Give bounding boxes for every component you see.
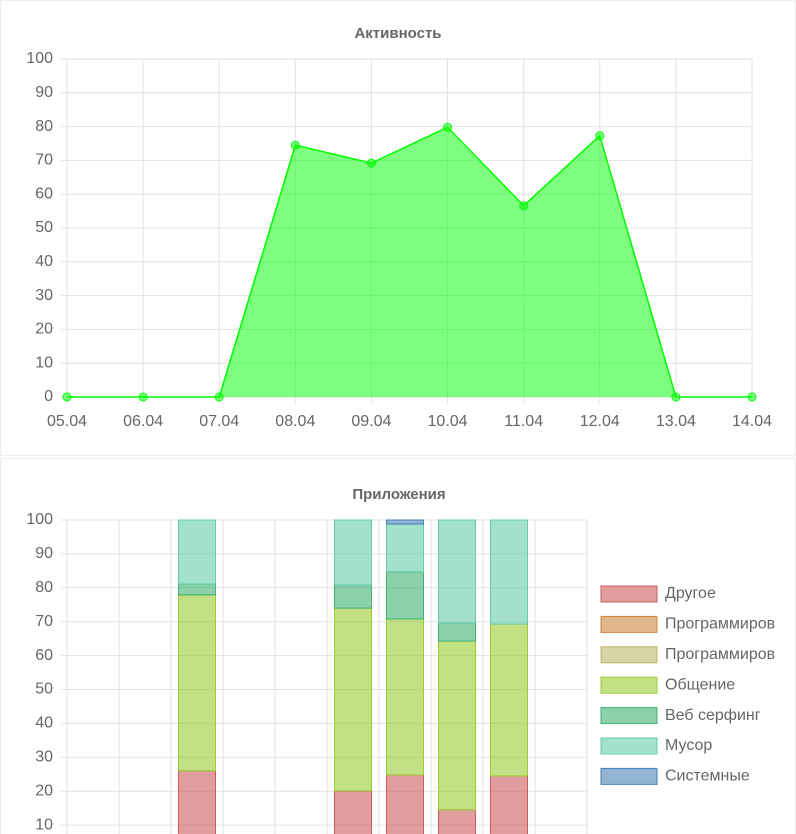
bar-segment xyxy=(178,519,216,585)
legend-swatch xyxy=(600,615,658,633)
legend-swatch xyxy=(600,676,658,694)
bar-segment xyxy=(178,594,216,772)
point xyxy=(443,122,453,132)
x-tick-label: 11.04 xyxy=(504,413,543,430)
y-tick-label: 80 xyxy=(35,118,53,135)
bar-segment xyxy=(386,774,424,834)
y-tick-label: 60 xyxy=(35,647,53,664)
point xyxy=(138,392,148,402)
point xyxy=(747,392,757,402)
area xyxy=(67,127,752,397)
y-tick-label: 40 xyxy=(35,253,53,270)
bar-segment xyxy=(334,584,372,609)
y-tick-label: 0 xyxy=(44,388,53,405)
legend-label: Системные xyxy=(665,768,750,785)
x-tick-label: 07.04 xyxy=(199,413,239,430)
bar-segment xyxy=(386,519,424,525)
y-tick-label: 40 xyxy=(35,715,53,732)
y-tick-label: 20 xyxy=(35,321,53,338)
legend-label: Программиров xyxy=(665,616,775,633)
x-tick-label: 12.04 xyxy=(580,413,620,430)
y-tick-label: 50 xyxy=(35,219,53,236)
bar-segment xyxy=(490,519,528,625)
y-tick-label: 90 xyxy=(35,84,53,101)
y-tick-label: 90 xyxy=(35,545,53,562)
x-tick-label: 14.04 xyxy=(732,413,772,430)
point xyxy=(595,131,605,141)
x-tick-label: 06.04 xyxy=(123,413,163,430)
y-tick-label: 10 xyxy=(35,354,53,371)
line xyxy=(67,126,752,398)
legend-swatch xyxy=(600,585,658,603)
y-tick-label: 50 xyxy=(35,681,53,698)
bar-segment xyxy=(386,523,424,573)
chart-title: Приложения xyxy=(352,486,445,503)
point xyxy=(290,140,300,150)
legend-swatch xyxy=(600,767,658,785)
bar-segment xyxy=(438,622,476,642)
x-tick-label: 10.04 xyxy=(428,413,468,430)
y-tick-label: 100 xyxy=(26,511,53,528)
legend-label: Программиров xyxy=(665,646,775,663)
bar-segment xyxy=(438,640,476,811)
bar-segment xyxy=(178,770,216,834)
bar-segment xyxy=(334,790,372,834)
legend-label: Общение xyxy=(665,676,735,693)
x-tick-label: 05.04 xyxy=(47,413,87,430)
bar-segment xyxy=(178,583,216,596)
point xyxy=(519,201,529,211)
bar-segment xyxy=(490,775,528,834)
bar-segment xyxy=(386,618,424,776)
chart-title: Активность xyxy=(354,25,441,42)
y-tick-label: 10 xyxy=(35,816,53,833)
point xyxy=(671,392,681,402)
y-tick-label: 70 xyxy=(35,613,53,630)
x-tick-label: 13.04 xyxy=(656,413,696,430)
legend-swatch xyxy=(600,646,658,664)
y-tick-label: 80 xyxy=(35,579,53,596)
point xyxy=(214,392,224,402)
bar-segment xyxy=(334,519,372,586)
y-tick-label: 30 xyxy=(35,749,53,766)
y-tick-label: 30 xyxy=(35,287,53,304)
bar-segment xyxy=(490,623,528,777)
legend-label: Веб серфинг xyxy=(665,707,761,724)
y-tick-label: 20 xyxy=(35,782,53,799)
bar-segment xyxy=(438,519,476,624)
legend-swatch xyxy=(600,737,658,755)
y-tick-label: 60 xyxy=(35,185,53,202)
legend-swatch xyxy=(600,707,658,725)
point xyxy=(62,392,72,402)
y-tick-label: 100 xyxy=(26,50,53,67)
point xyxy=(366,158,376,168)
bar-segment xyxy=(438,809,476,834)
x-tick-label: 08.04 xyxy=(275,413,315,430)
legend-label: Мусор xyxy=(665,737,712,754)
legend-label: Другое xyxy=(665,585,716,602)
bar-segment xyxy=(334,607,372,792)
bar-segment xyxy=(386,571,424,620)
y-tick-label: 70 xyxy=(35,152,53,169)
x-tick-label: 09.04 xyxy=(351,413,391,430)
